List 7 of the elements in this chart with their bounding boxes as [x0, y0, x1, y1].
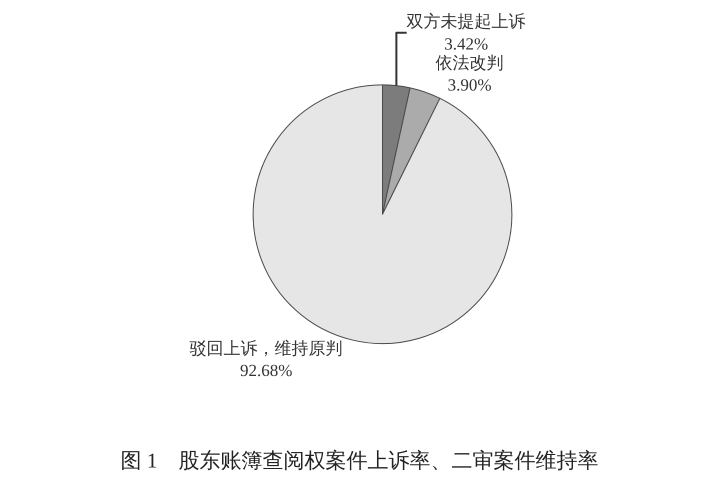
text: 图 1 股东账簿查阅权案件上诉率、二审案件维持率 — [120, 448, 598, 473]
slice-label: 依法改判 — [436, 53, 504, 72]
data-label: 3.90% — [448, 75, 492, 94]
slice-label: 驳回上诉，维持原判 — [190, 339, 343, 358]
data-label: 3.42% — [444, 34, 488, 54]
data-label: 92.68% — [240, 361, 292, 380]
slice-label: 双方未提起上诉 — [406, 12, 526, 32]
